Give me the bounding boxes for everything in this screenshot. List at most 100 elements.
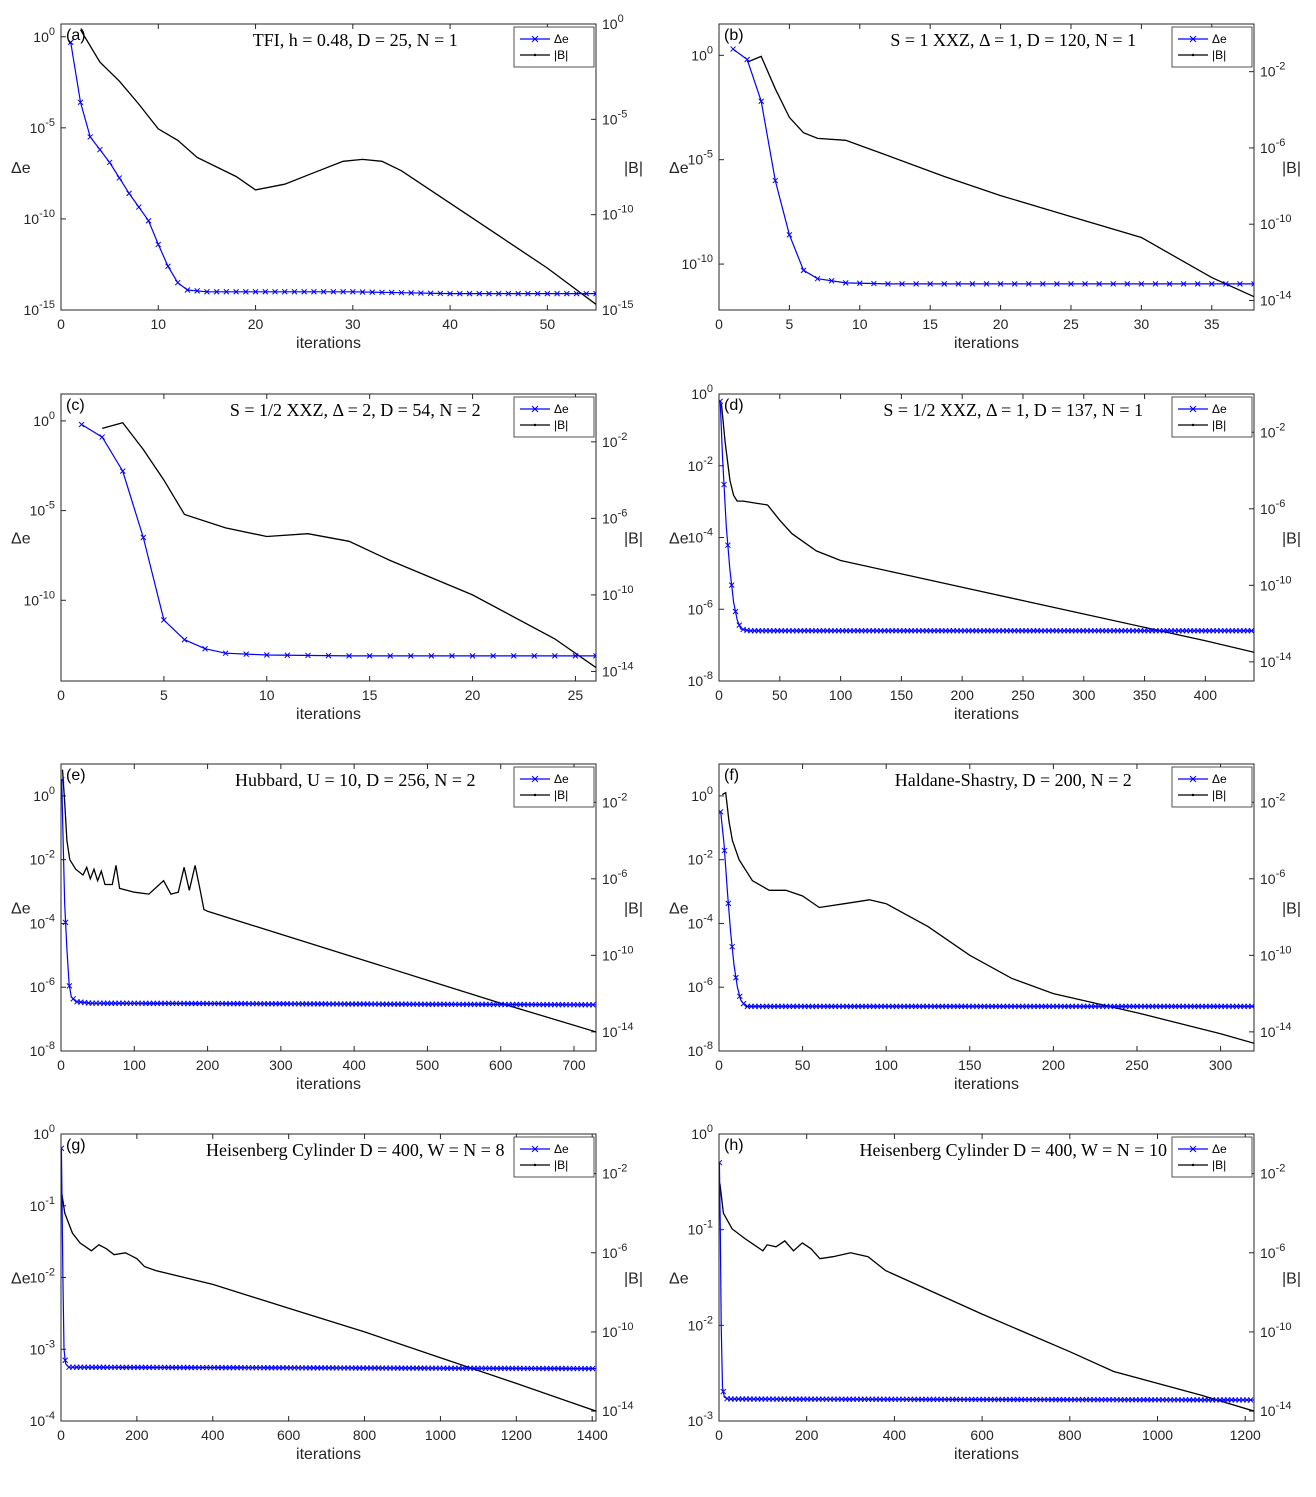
x-axis-label: iterations bbox=[296, 706, 361, 723]
y-left-tick-label: 100 bbox=[691, 785, 713, 804]
delta-e-marker bbox=[449, 653, 455, 659]
y-left-axis-label: Δe bbox=[669, 160, 689, 177]
x-axis-label: iterations bbox=[296, 1446, 361, 1463]
legend-label: Δe bbox=[554, 32, 569, 46]
delta-e-marker bbox=[366, 653, 373, 659]
delta-e-marker bbox=[572, 653, 579, 659]
x-tick-label: 100 bbox=[123, 1057, 147, 1073]
delta-e-marker bbox=[955, 281, 962, 287]
delta-e-marker bbox=[359, 289, 366, 295]
delta-e-marker bbox=[1166, 281, 1173, 287]
x-tick-label: 400 bbox=[201, 1427, 225, 1443]
delta-e-marker bbox=[67, 39, 74, 46]
delta-e-marker bbox=[593, 653, 596, 659]
delta-e-marker bbox=[1248, 1003, 1254, 1010]
delta-e-marker bbox=[437, 290, 444, 297]
delta-e-marker bbox=[1237, 281, 1243, 287]
series-line-delta-e bbox=[81, 423, 596, 657]
x-tick-label: 20 bbox=[993, 316, 1009, 332]
x-tick-label: 35 bbox=[1204, 316, 1220, 332]
legend-label: Δe bbox=[1212, 772, 1227, 786]
delta-e-marker bbox=[563, 290, 570, 297]
y-left-tick-label: 100 bbox=[33, 410, 55, 429]
legend-box bbox=[1171, 396, 1253, 438]
x-tick-label: 200 bbox=[795, 1427, 819, 1443]
y-right-tick-label: 10-2 bbox=[1260, 421, 1285, 440]
x-tick-label: 300 bbox=[1072, 687, 1096, 703]
x-axis-label: iterations bbox=[296, 335, 361, 352]
y-right-tick-label: 10-2 bbox=[1260, 791, 1285, 810]
x-tick-label: 300 bbox=[269, 1057, 293, 1073]
delta-e-marker bbox=[408, 290, 415, 296]
y-left-tick-label: 100 bbox=[691, 1123, 713, 1142]
delta-e-marker bbox=[725, 542, 731, 549]
y-left-axis-label: Δe bbox=[669, 531, 689, 548]
delta-e-marker bbox=[145, 217, 152, 224]
delta-e-marker bbox=[184, 287, 191, 293]
y-right-tick-label: 10-6 bbox=[1260, 498, 1285, 517]
chart-panel-5: 0 100 200 300 400 500 600 700 100 10-2 10-4 10-6 10-… bbox=[11, 763, 643, 1093]
series-layer bbox=[67, 29, 596, 305]
x-tick-label: 800 bbox=[353, 1427, 377, 1443]
delta-e-marker bbox=[828, 277, 835, 284]
x-tick-label: 250 bbox=[1125, 1057, 1149, 1073]
x-tick-label: 5 bbox=[785, 316, 793, 332]
series-layer bbox=[719, 1159, 1254, 1412]
delta-e-marker bbox=[1096, 281, 1102, 287]
x-tick-label: 1000 bbox=[425, 1427, 456, 1443]
x-tick-label: 50 bbox=[795, 1057, 811, 1073]
x-tick-label: 0 bbox=[715, 1057, 723, 1073]
y-left-tick-label: 100 bbox=[691, 383, 713, 402]
delta-e-marker bbox=[62, 1357, 69, 1364]
delta-e-marker bbox=[99, 434, 106, 440]
x-tick-label: 500 bbox=[416, 1057, 440, 1073]
x-tick-label: 200 bbox=[125, 1427, 149, 1443]
x-tick-label: 10 bbox=[852, 316, 868, 332]
x-tick-label: 10 bbox=[259, 687, 275, 703]
delta-e-marker bbox=[544, 290, 551, 297]
delta-e-marker bbox=[589, 1365, 596, 1372]
x-tick-label: 1400 bbox=[577, 1427, 608, 1443]
panel-title: Heisenberg Cylinder D = 400, W = N = 10 bbox=[860, 1140, 1167, 1160]
chart-panel-1: 0 10 20 30 40 50 100 10-5 10-10 10-15 100 10-5 10-10… bbox=[11, 13, 643, 352]
legend-marker bbox=[531, 35, 539, 43]
delta-e-marker bbox=[262, 288, 269, 295]
x-axis-label: iterations bbox=[954, 706, 1019, 723]
delta-e-marker bbox=[155, 241, 162, 248]
panel-label: (a) bbox=[66, 27, 86, 44]
delta-e-marker bbox=[202, 645, 208, 652]
y-right-tick-label: 100 bbox=[602, 13, 624, 32]
y-right-tick-label: 10-10 bbox=[1260, 574, 1291, 593]
delta-e-marker bbox=[126, 190, 132, 197]
legend-box bbox=[1171, 766, 1253, 808]
y-left-tick-label: 10-1 bbox=[688, 1219, 713, 1238]
x-tick-label: 40 bbox=[442, 316, 458, 332]
x-tick-label: 25 bbox=[568, 687, 584, 703]
x-tick-label: 200 bbox=[1042, 1057, 1066, 1073]
x-tick-label: 150 bbox=[958, 1057, 982, 1073]
delta-e-marker bbox=[427, 290, 434, 297]
plot-frame bbox=[60, 763, 597, 1052]
legend-marker bbox=[1191, 53, 1195, 57]
y-right-tick-label: 10-10 bbox=[602, 584, 633, 603]
delta-e-marker bbox=[346, 653, 352, 659]
y-right-axis-label: |B| bbox=[1282, 160, 1301, 177]
y-right-tick-label: 10-2 bbox=[602, 1163, 627, 1182]
x-tick-label: 100 bbox=[829, 687, 853, 703]
series-line-delta-e bbox=[720, 811, 1254, 1007]
x-tick-label: 0 bbox=[57, 316, 65, 332]
series-layer bbox=[719, 791, 1254, 1044]
x-tick-label: 300 bbox=[1209, 1057, 1233, 1073]
delta-e-marker bbox=[222, 650, 229, 657]
x-tick-label: 20 bbox=[465, 687, 481, 703]
y-right-tick-label: 10-14 bbox=[1260, 1021, 1291, 1040]
x-tick-label: 50 bbox=[540, 316, 556, 332]
x-tick-label: 30 bbox=[345, 316, 361, 332]
delta-e-marker bbox=[733, 974, 739, 981]
delta-e-marker bbox=[330, 288, 337, 295]
legend-marker bbox=[1189, 775, 1197, 783]
legend-label: |B| bbox=[1212, 418, 1226, 432]
delta-e-marker bbox=[181, 636, 188, 643]
delta-e-marker bbox=[758, 98, 765, 105]
x-tick-label: 0 bbox=[715, 1427, 723, 1443]
